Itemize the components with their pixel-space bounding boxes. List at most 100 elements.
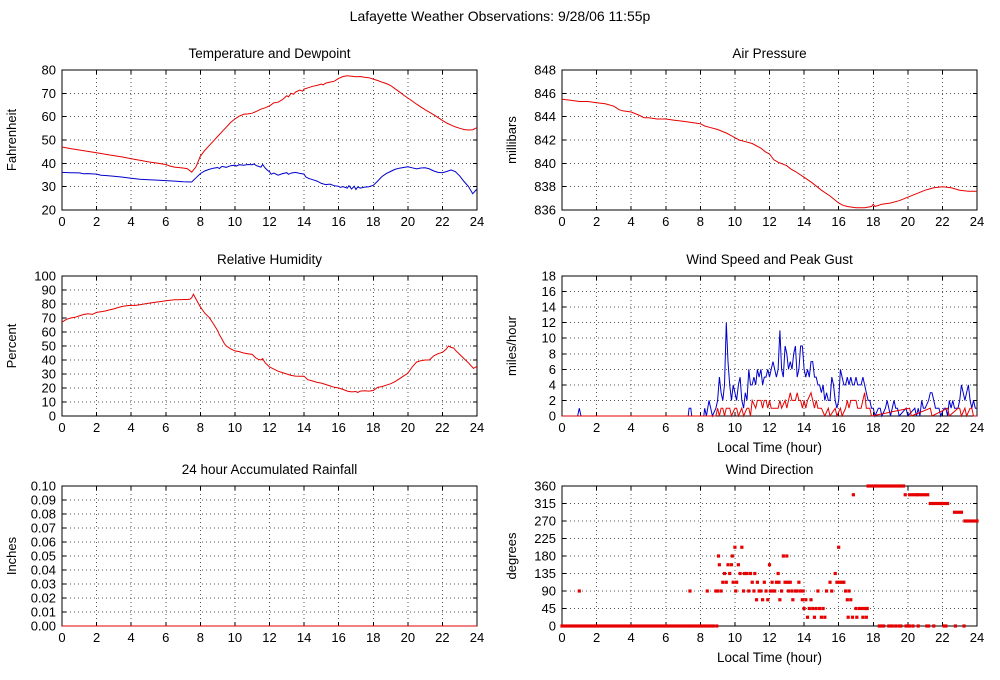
svg-text:0.07: 0.07: [31, 521, 56, 536]
svg-text:12: 12: [762, 630, 776, 645]
svg-text:360: 360: [534, 479, 556, 494]
svg-text:80: 80: [42, 297, 56, 312]
svg-text:10: 10: [728, 420, 742, 435]
svg-text:50: 50: [42, 133, 56, 148]
x-tick-labels: 0 2 4 6 8 10 12 14 16 18 20 22 24: [58, 630, 484, 645]
svg-text:8: 8: [697, 630, 704, 645]
svg-text:838: 838: [534, 179, 556, 194]
y-tick-labels: 0 45 90 135 180 225 270 315 360: [534, 479, 556, 634]
svg-text:4: 4: [628, 420, 635, 435]
svg-text:846: 846: [534, 86, 556, 101]
svg-text:0: 0: [58, 630, 65, 645]
svg-text:10: 10: [228, 630, 242, 645]
svg-text:16: 16: [331, 420, 345, 435]
svg-text:840: 840: [534, 156, 556, 171]
svg-text:0: 0: [558, 420, 565, 435]
grid: [61, 485, 478, 627]
svg-text:30: 30: [42, 367, 56, 382]
grid: [561, 69, 978, 211]
svg-text:18: 18: [366, 630, 380, 645]
svg-text:18: 18: [366, 214, 380, 229]
svg-text:70: 70: [42, 86, 56, 101]
svg-text:12: 12: [542, 315, 556, 330]
svg-text:0.02: 0.02: [31, 591, 56, 606]
chart-title: Relative Humidity: [217, 252, 322, 267]
svg-text:848: 848: [534, 63, 556, 78]
svg-text:0.10: 0.10: [31, 479, 56, 494]
svg-text:4: 4: [628, 214, 635, 229]
x-tick-labels: 0 2 4 6 8 10 12 14 16 18 20 22 24: [58, 420, 484, 435]
svg-text:100: 100: [34, 269, 56, 284]
svg-text:2: 2: [593, 214, 600, 229]
svg-text:14: 14: [542, 300, 556, 315]
svg-text:6: 6: [662, 214, 669, 229]
svg-text:0: 0: [558, 214, 565, 229]
svg-text:90: 90: [42, 283, 56, 298]
svg-text:18: 18: [866, 420, 880, 435]
svg-text:12: 12: [262, 214, 276, 229]
series-direction: [560, 484, 979, 628]
svg-text:8: 8: [697, 214, 704, 229]
rainfall-plot: 24 hour Accumulated Rainfall 0.000.010.02…: [4, 462, 484, 645]
svg-text:0.09: 0.09: [31, 493, 56, 508]
svg-text:2: 2: [549, 393, 556, 408]
y-axis-label: Inches: [4, 536, 19, 575]
svg-text:8: 8: [697, 420, 704, 435]
svg-text:0.00: 0.00: [31, 619, 56, 634]
plot-border: [561, 69, 978, 211]
svg-text:6: 6: [162, 630, 169, 645]
svg-text:12: 12: [762, 214, 776, 229]
svg-text:135: 135: [534, 566, 556, 581]
svg-text:22: 22: [935, 214, 949, 229]
svg-text:4: 4: [549, 377, 556, 392]
svg-text:2: 2: [93, 214, 100, 229]
series-wind-speed: [562, 391, 977, 418]
series-dewpoint: [61, 163, 478, 195]
svg-text:0.08: 0.08: [31, 507, 56, 522]
svg-text:0: 0: [549, 619, 556, 634]
svg-text:10: 10: [42, 395, 56, 410]
svg-text:20: 20: [401, 214, 415, 229]
svg-text:20: 20: [901, 630, 915, 645]
svg-text:16: 16: [831, 214, 845, 229]
x-tick-labels: 0 2 4 6 8 10 12 14 16 18 20 22 24: [558, 214, 984, 229]
svg-text:24: 24: [470, 214, 484, 229]
svg-text:24: 24: [970, 420, 984, 435]
svg-text:20: 20: [401, 630, 415, 645]
svg-text:40: 40: [42, 156, 56, 171]
x-axis-label: Local Time (hour): [717, 440, 822, 455]
chart-wind-speed-gust: Wind Speed and Peak Gust 0 2 4 6 8 10 12 14 16 18 0…: [500, 248, 1000, 463]
grid: [561, 485, 978, 627]
svg-text:22: 22: [435, 420, 449, 435]
plot-border: [561, 485, 978, 627]
svg-text:16: 16: [542, 284, 556, 299]
svg-text:0.04: 0.04: [31, 563, 56, 578]
y-tick-labels: 836 838 840 842 844 846 848: [534, 63, 556, 218]
svg-text:8: 8: [197, 420, 204, 435]
svg-text:90: 90: [542, 584, 556, 599]
y-axis-label: Percent: [4, 323, 19, 368]
svg-text:10: 10: [728, 214, 742, 229]
grid: [61, 275, 478, 417]
svg-text:16: 16: [831, 630, 845, 645]
svg-text:6: 6: [162, 420, 169, 435]
svg-text:4: 4: [628, 630, 635, 645]
svg-text:225: 225: [534, 531, 556, 546]
svg-text:0.06: 0.06: [31, 535, 56, 550]
svg-text:270: 270: [534, 514, 556, 529]
svg-text:22: 22: [935, 420, 949, 435]
svg-text:0: 0: [49, 409, 56, 424]
plot-border: [61, 69, 478, 211]
svg-text:6: 6: [662, 420, 669, 435]
svg-text:6: 6: [662, 630, 669, 645]
y-axis-label: Fahrenheit: [4, 109, 19, 172]
svg-text:0: 0: [558, 630, 565, 645]
svg-text:836: 836: [534, 203, 556, 218]
svg-text:14: 14: [297, 214, 311, 229]
svg-text:18: 18: [866, 214, 880, 229]
series-peak-gust: [562, 322, 977, 418]
